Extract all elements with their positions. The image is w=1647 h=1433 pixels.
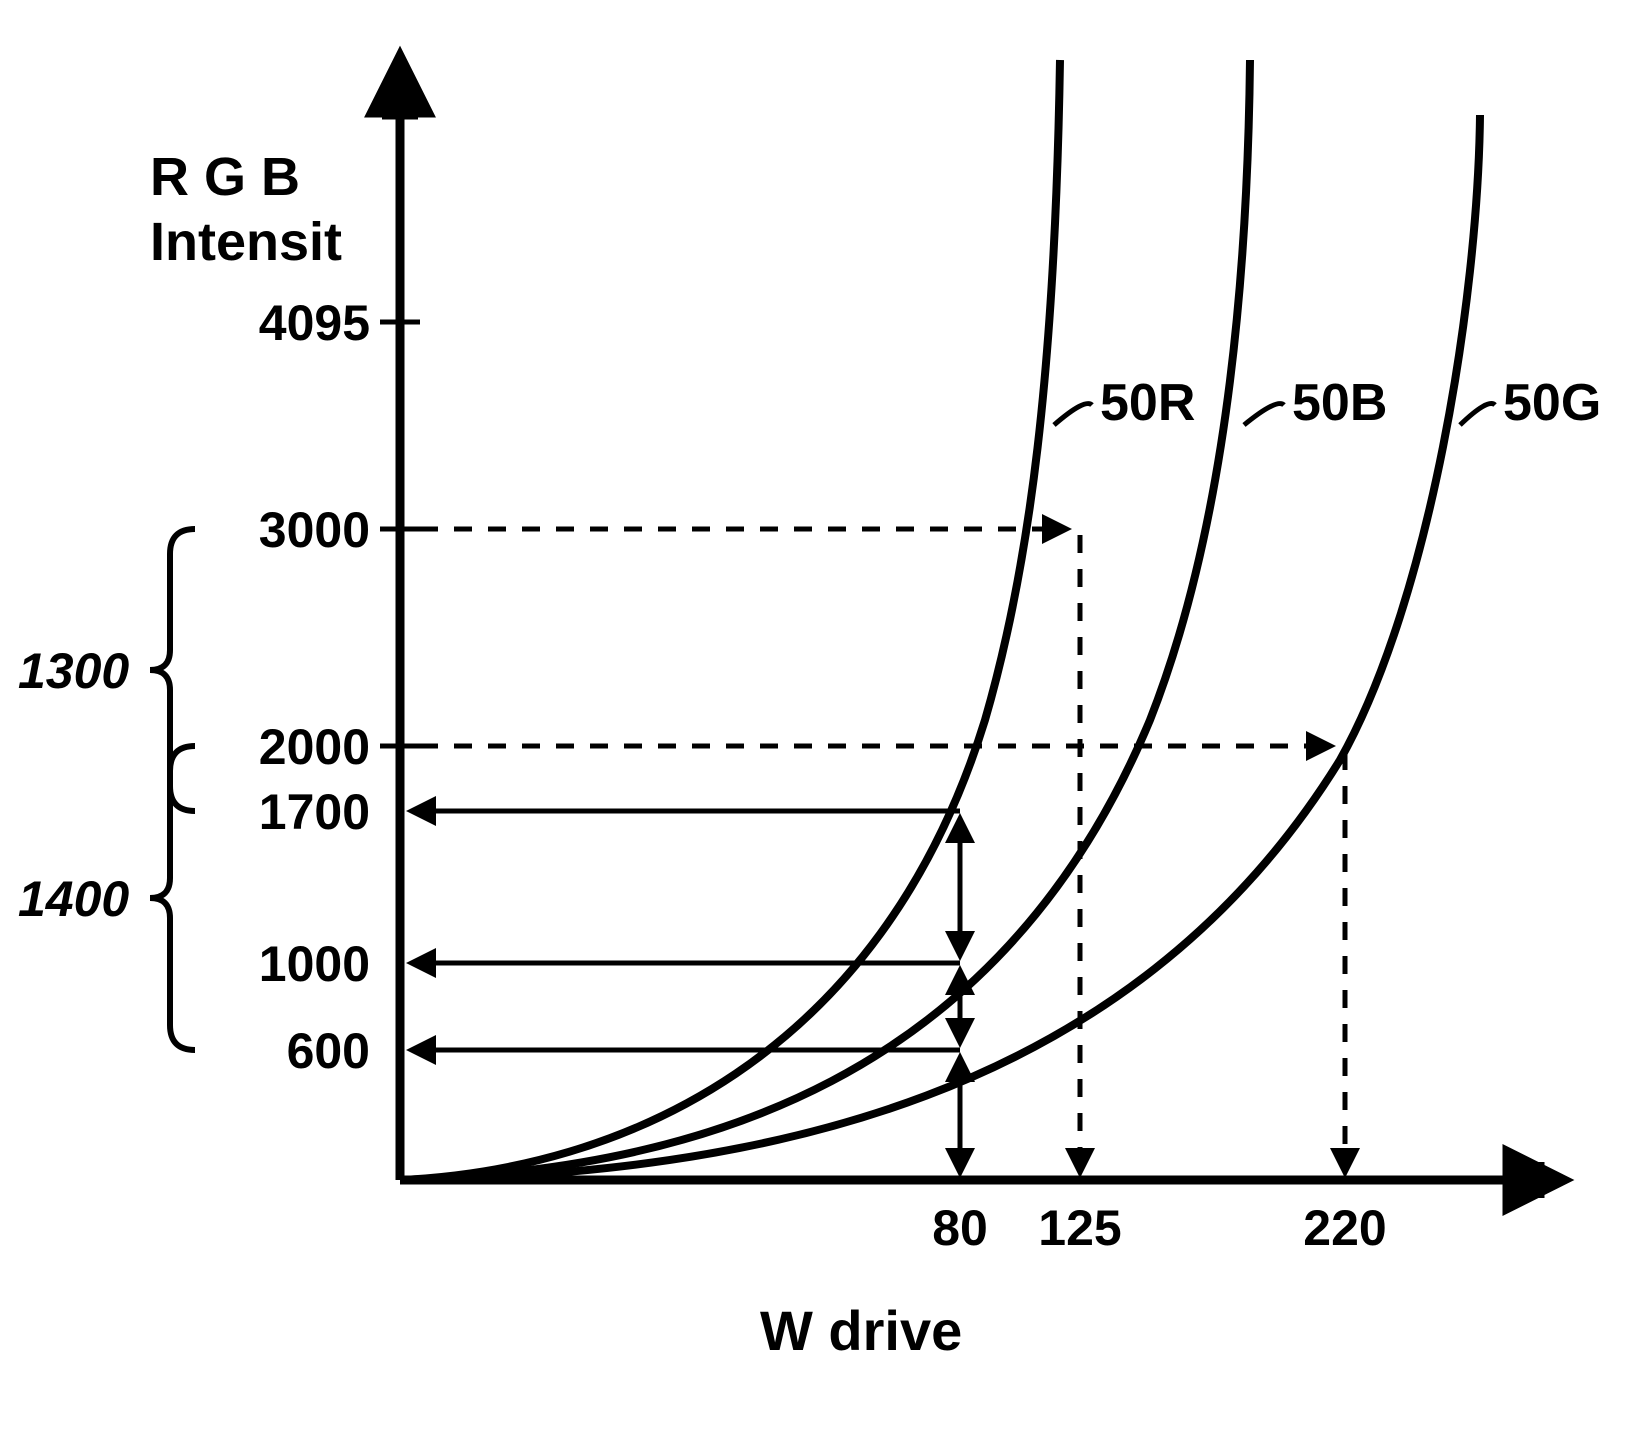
- leader-50r: [1054, 404, 1092, 425]
- y-axis-label-line2: Intensit: [150, 212, 342, 272]
- leader-50g: [1460, 404, 1495, 425]
- y-tick-1000: 1000: [259, 936, 370, 992]
- leader-50b: [1244, 404, 1284, 425]
- x-axis-label: W drive: [760, 1299, 962, 1362]
- x-tick-80: 80: [932, 1200, 988, 1256]
- curve-label-50b: 50B: [1292, 374, 1387, 432]
- brace-1400: [150, 746, 195, 1050]
- y-tick-600: 600: [287, 1023, 370, 1079]
- curve-50b: [400, 60, 1250, 1180]
- curve-label-50r: 50R: [1100, 374, 1195, 432]
- x-tick-125: 125: [1038, 1200, 1121, 1256]
- y-tick-3000: 3000: [259, 502, 370, 558]
- y-tick-2000: 2000: [259, 719, 370, 775]
- brace-label-1300: 1300: [18, 643, 129, 699]
- curve-label-50g: 50G: [1503, 374, 1601, 432]
- y-tick-1700: 1700: [259, 784, 370, 840]
- brace-label-1400: 1400: [18, 871, 129, 927]
- x-tick-220: 220: [1303, 1200, 1386, 1256]
- y-axis-label-line1: R G B: [150, 147, 300, 207]
- curve-50g: [400, 115, 1480, 1180]
- y-tick-4095: 4095: [259, 295, 370, 351]
